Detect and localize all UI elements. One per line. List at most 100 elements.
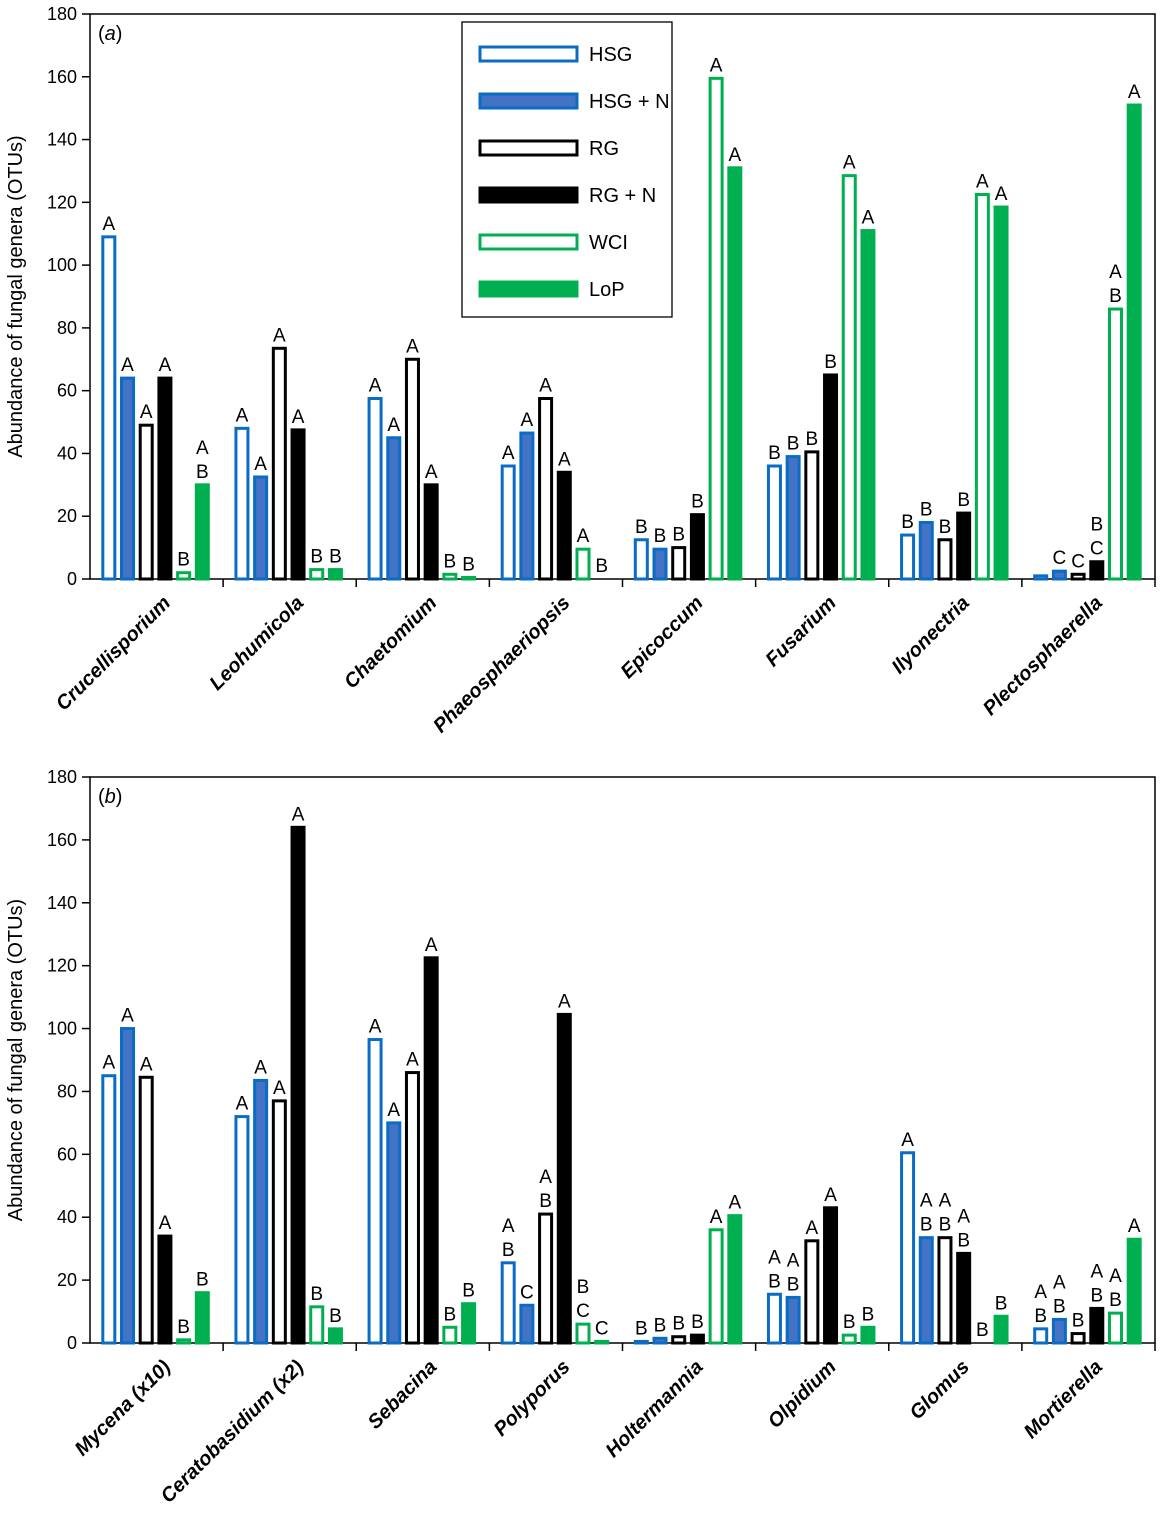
- significance-letter: B: [901, 512, 914, 533]
- bar-lop-plectosphaerella: [1126, 103, 1142, 581]
- bar-hsg-n-fusarium: [785, 455, 801, 581]
- bar-hsg-n-holtermannia: [652, 1336, 668, 1345]
- significance-letter: A: [901, 1130, 914, 1151]
- category-label-polyporus: Polyporus: [490, 1356, 575, 1441]
- bar-rg-ilyonectria: [937, 538, 953, 581]
- significance-letter: B: [691, 1312, 704, 1333]
- significance-letter: B: [672, 525, 685, 546]
- significance-letter: B: [595, 556, 608, 577]
- significance-letter: A: [196, 438, 209, 459]
- y-tick-label: 100: [47, 255, 77, 275]
- significance-letter: A: [273, 325, 286, 346]
- significance-letter: B: [768, 1271, 781, 1292]
- bar-hsg-n-crucellisporium: [120, 376, 136, 581]
- significance-letter: A: [406, 1050, 419, 1071]
- bar-lop-holtermannia: [727, 1214, 743, 1345]
- bar-hsg-holtermannia: [633, 1339, 649, 1345]
- significance-letter: B: [329, 1306, 342, 1327]
- legend-swatch-wci: [478, 233, 579, 251]
- category-label-plectosphaerella: Plectosphaerella: [979, 592, 1107, 720]
- y-tick-label: 120: [47, 956, 77, 976]
- legend-label-rg-n: RG + N: [589, 185, 656, 207]
- significance-letter: B: [920, 1215, 933, 1236]
- significance-letter: A: [102, 214, 115, 235]
- significance-letter: C: [520, 1282, 534, 1303]
- bar-hsg-plectosphaerella: [1033, 574, 1049, 581]
- significance-letter: B: [939, 1215, 952, 1236]
- significance-letter: B: [691, 492, 704, 513]
- bar-hsg-chaetomium: [367, 397, 383, 581]
- significance-letter: B: [1109, 1290, 1122, 1311]
- plot-frame: [89, 776, 1156, 1344]
- bar-rg-plectosphaerella: [1070, 572, 1086, 581]
- significance-letter: B: [805, 429, 818, 450]
- legend-swatch-lop: [478, 280, 579, 298]
- bar-hsg-n-olpidium: [785, 1295, 801, 1345]
- significance-letter: B: [1053, 1296, 1066, 1317]
- significance-letter: A: [957, 1206, 970, 1227]
- bar-hsg-glomus: [900, 1151, 916, 1345]
- significance-letter: B: [957, 490, 970, 511]
- bar-rg-n-sebacina: [423, 956, 439, 1345]
- significance-letter: A: [140, 402, 153, 423]
- significance-letter: B: [787, 434, 800, 455]
- bar-lop-chaetomium: [461, 575, 477, 581]
- significance-letter: B: [787, 1274, 800, 1295]
- bar-lop-ilyonectria: [993, 205, 1009, 581]
- significance-letter: A: [406, 336, 419, 357]
- bar-hsg-mortierella: [1033, 1327, 1049, 1345]
- significance-letter: A: [577, 526, 590, 547]
- y-tick-label: 180: [47, 4, 77, 24]
- legend-swatch-hsg-n: [478, 92, 579, 110]
- panel-label: (b): [98, 786, 122, 808]
- bar-rg-fusarium: [804, 450, 820, 581]
- bar-rg-n-chaetomium: [423, 483, 439, 581]
- y-tick-label: 120: [47, 192, 77, 212]
- significance-letter: B: [635, 517, 648, 538]
- significance-letter: B: [768, 443, 781, 464]
- significance-letter: A: [159, 355, 172, 376]
- significance-letter: C: [1090, 539, 1104, 560]
- bar-rg-sebacina: [404, 1071, 420, 1345]
- legend-label-lop: LoP: [589, 279, 625, 301]
- panel-b: 0 20 40 60 80 100 120 140 160 180 Abundance of fun…: [5, 767, 1156, 1507]
- bar-wci-crucellisporium: [176, 571, 192, 581]
- y-tick-label: 60: [57, 1144, 77, 1164]
- significance-letter: B: [976, 1320, 989, 1341]
- significance-letter: A: [1109, 1266, 1122, 1287]
- y-tick-label: 40: [57, 443, 77, 463]
- legend-label-wci: WCI: [589, 232, 628, 254]
- significance-letter: B: [444, 1304, 457, 1325]
- y-tick-label: 20: [57, 1270, 77, 1290]
- significance-letter: A: [521, 410, 534, 431]
- significance-letter: A: [254, 1057, 267, 1078]
- significance-letter: B: [957, 1230, 970, 1251]
- bar-hsg-n-mycena-x10: [120, 1027, 136, 1345]
- significance-letter: A: [387, 1100, 400, 1121]
- significance-letter: A: [159, 1213, 172, 1234]
- legend-label-rg: RG: [589, 138, 619, 160]
- bar-lop-leohumicola: [327, 568, 343, 581]
- y-tick-label: 160: [47, 67, 77, 87]
- bar-hsg-phaeosphaeriopsis: [500, 464, 516, 581]
- significance-letter: A: [558, 991, 571, 1012]
- significance-letter: A: [502, 1216, 515, 1237]
- significance-letter: B: [310, 1284, 323, 1305]
- significance-letter: B: [462, 554, 475, 575]
- bar-rg-n-ceratobasidium-x2: [290, 825, 306, 1345]
- bar-wci-ilyonectria: [974, 192, 990, 581]
- bar-wci-epicoccum: [708, 76, 724, 581]
- significance-letter: C: [595, 1318, 609, 1339]
- significance-letter: A: [121, 1006, 134, 1027]
- significance-letter: B: [672, 1314, 685, 1335]
- bar-rg-glomus: [937, 1236, 953, 1345]
- bar-lop-ceratobasidium-x2: [327, 1327, 343, 1345]
- significance-letter: A: [369, 376, 382, 397]
- bar-rg-n-mycena-x10: [157, 1234, 173, 1345]
- bar-lop-fusarium: [860, 229, 876, 581]
- category-label-mycena-x10: Mycena (x10): [71, 1356, 176, 1461]
- bar-rg-n-phaeosphaeriopsis: [556, 470, 572, 581]
- significance-letter: A: [273, 1078, 286, 1099]
- significance-letter: C: [576, 1301, 590, 1322]
- bar-rg-n-plectosphaerella: [1089, 560, 1105, 581]
